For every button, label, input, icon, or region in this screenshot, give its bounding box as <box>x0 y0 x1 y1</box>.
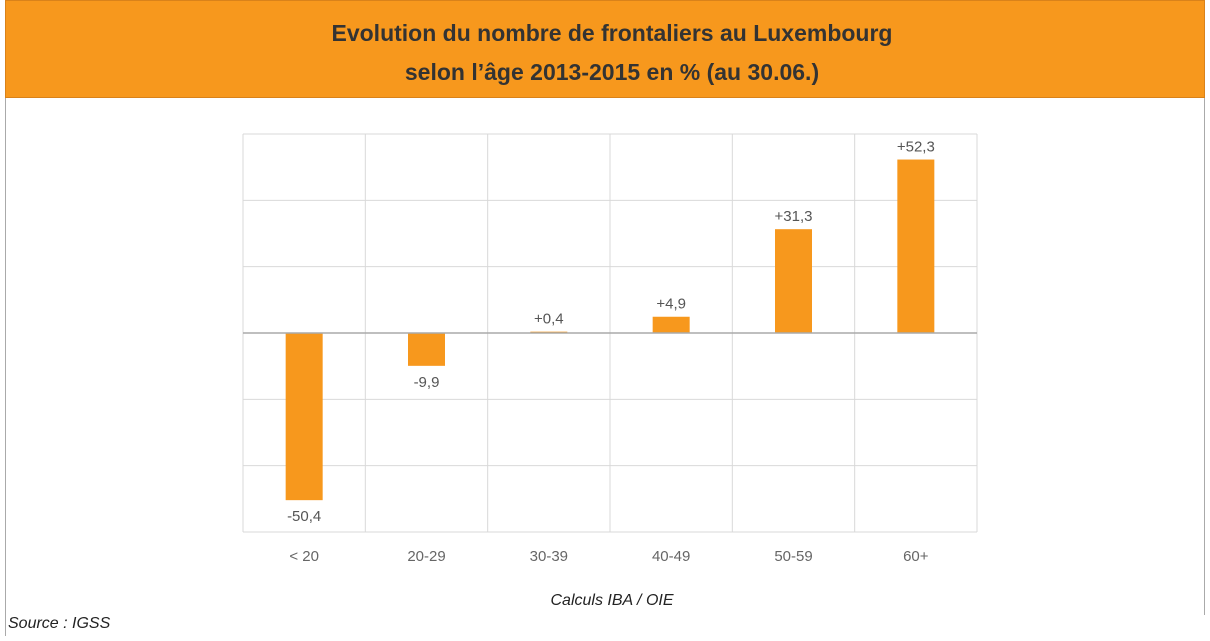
annotation: Calculs IBA / OIE <box>551 592 674 609</box>
bar <box>285 333 323 501</box>
chart-title: Evolution du nombre de frontaliers au Lu… <box>332 20 893 46</box>
header-band <box>5 0 1205 98</box>
bar <box>897 159 935 333</box>
bar <box>652 316 690 333</box>
x-tick-label: 30-39 <box>530 548 568 565</box>
source-note: Source : IGSS <box>8 615 111 632</box>
data-label: -9,9 <box>414 374 440 391</box>
x-tick-label: 50-59 <box>774 548 812 565</box>
bar <box>408 333 445 366</box>
data-label: -50,4 <box>287 508 321 525</box>
x-tick-label: < 20 <box>289 548 319 565</box>
data-label: +52,3 <box>897 139 935 156</box>
chart-title: selon l’âge 2013-2015 en % (au 30.06.) <box>405 59 819 85</box>
data-label: +31,3 <box>775 208 813 225</box>
x-tick-label: 40-49 <box>652 548 690 565</box>
bar <box>775 229 812 333</box>
x-tick-label: 20-29 <box>407 548 445 565</box>
x-tick-label: 60+ <box>903 548 929 565</box>
data-label: +4,9 <box>656 296 686 313</box>
data-label: +0,4 <box>534 311 564 328</box>
